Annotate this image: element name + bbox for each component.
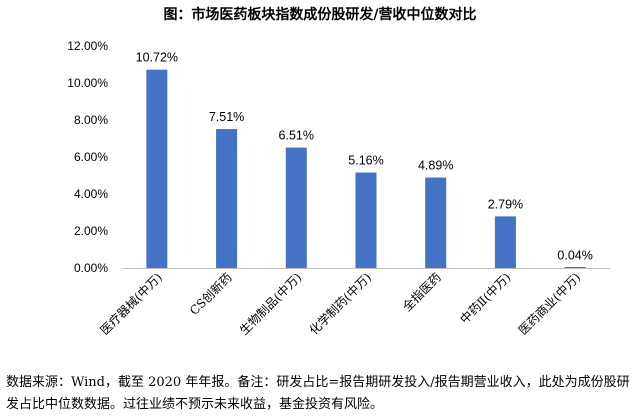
category-label: 医药商业(中万) (515, 270, 583, 338)
category-label: 医疗器械(中万) (97, 270, 165, 338)
bar-chart: 0.00% 2.00% 4.00% 6.00% 8.00% 10.00% 12.00% 10.… (67, 39, 610, 338)
chart-title: 图：市场医药板块指数成份股研发/营收中位数对比 (163, 7, 477, 23)
category-label: 生物制品(中万) (236, 270, 304, 338)
y-tick-label: 6.00% (74, 150, 108, 164)
footnote: 数据来源：Wind，截至 2020 年年报。备注：研发占比=报告期研发投入/报告… (6, 375, 630, 412)
y-tick-label: 12.00% (67, 39, 108, 53)
data-label: 2.79% (488, 197, 523, 211)
bar (425, 177, 447, 268)
category-label: CS创新药 (186, 270, 234, 318)
category-label: 化学制药(中万) (306, 270, 374, 338)
y-tick-label: 2.00% (74, 224, 108, 238)
y-tick-label: 8.00% (74, 113, 108, 127)
data-label: 5.16% (348, 154, 383, 168)
data-label: 6.51% (279, 129, 314, 143)
data-label: 4.89% (418, 159, 453, 173)
data-label: 10.72% (136, 51, 178, 65)
y-tick-label: 0.00% (74, 261, 108, 275)
y-tick-label: 10.00% (67, 76, 108, 90)
bar (285, 147, 307, 268)
bar (355, 172, 377, 268)
bar (216, 129, 238, 268)
data-label: 0.04% (557, 248, 592, 262)
bar (564, 267, 586, 268)
data-label: 7.51% (209, 110, 244, 124)
category-label: 全指医药 (399, 270, 444, 315)
y-tick-label: 4.00% (74, 187, 108, 201)
bar (146, 69, 168, 269)
bar (494, 216, 516, 268)
category-label: 中药Ⅱ(中万) (457, 270, 514, 327)
